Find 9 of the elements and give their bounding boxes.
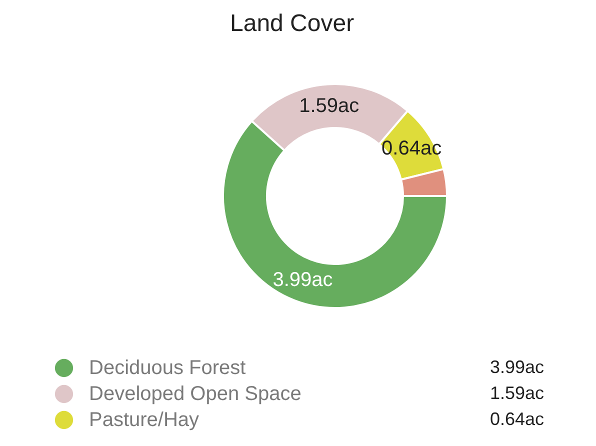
chart-title: Land Cover [230,10,354,37]
data-label: 1.59ac [299,95,360,118]
legend-label: Developed Open Space [89,383,302,405]
text: 3.99ac [490,357,544,377]
legend-label: Deciduous Forest [89,357,246,379]
data-label: 3.99ac [272,269,333,292]
text: 1.59ac [490,383,544,403]
text: 0.64ac [490,409,544,429]
legend-label: Pasture/Hay [89,409,200,431]
